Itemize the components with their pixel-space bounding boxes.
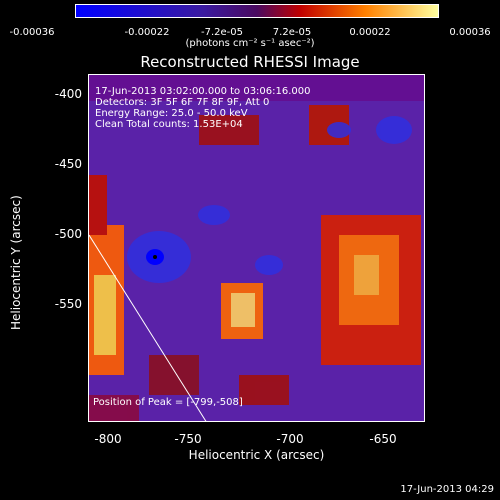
info-time: 17-Jun-2013 03:02:00.000 to 03:06:16.000 (95, 86, 311, 97)
colorbar-tick: -0.00022 (124, 27, 170, 38)
y-tick: -550 (54, 297, 82, 311)
x-tick: -800 (94, 432, 122, 446)
timestamp: 17-Jun-2013 04:29 (400, 484, 494, 495)
x-tick: -700 (276, 432, 304, 446)
image-map (89, 75, 424, 421)
info-energy: Energy Range: 25.0 - 50.0 keV (95, 108, 248, 119)
colorbar-tick: -7.2e-05 (201, 27, 243, 38)
colorbar-units: (photons cm⁻² s⁻¹ asec⁻²) (185, 38, 315, 49)
x-tick: -750 (174, 432, 202, 446)
colorbar-tick: 0.00036 (449, 27, 491, 38)
y-tick: -400 (54, 87, 82, 101)
info-counts: Clean Total counts: 1.53E+04 (95, 119, 243, 130)
solar-image (88, 74, 425, 422)
colorbar (75, 4, 439, 18)
colorbar-tick: 7.2e-05 (272, 27, 312, 38)
x-tick: -650 (369, 432, 397, 446)
peak-position: Position of Peak = [-799,-508] (93, 397, 243, 408)
y-tick: -500 (54, 227, 82, 241)
x-axis-label: Heliocentric X (arcsec) (188, 448, 325, 462)
info-detectors: Detectors: 3F 5F 6F 7F 8F 9F, Att 0 (95, 97, 270, 108)
y-axis-label: Heliocentric Y (arcsec) (9, 195, 23, 330)
colorbar-tick: -0.00036 (9, 27, 55, 38)
y-tick: -450 (54, 157, 82, 171)
image-title: Reconstructed RHESSI Image (140, 53, 360, 71)
colorbar-tick: 0.00022 (349, 27, 391, 38)
